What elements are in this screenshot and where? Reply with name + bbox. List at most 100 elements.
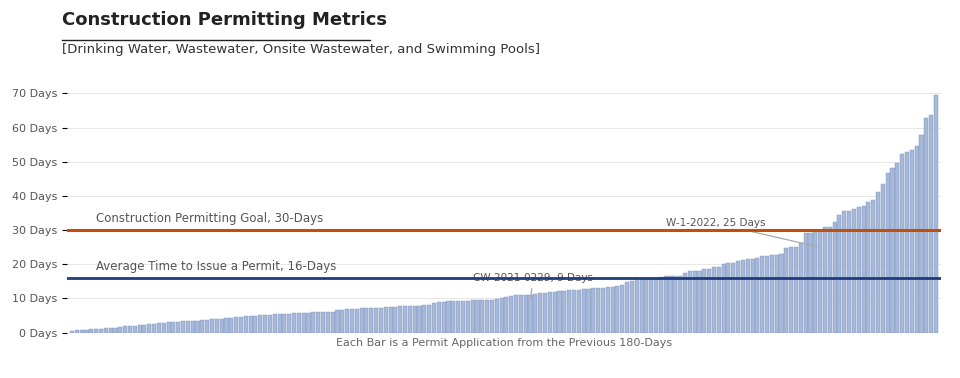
Bar (446, 302, 450, 333)
Bar (123, 327, 127, 333)
X-axis label: Each Bar is a Permit Application from the Previous 180-Days: Each Bar is a Permit Application from th… (336, 338, 672, 348)
Bar (886, 173, 890, 333)
Bar (856, 207, 861, 333)
Bar (355, 309, 359, 333)
Text: Construction Permitting Goal, 30-Days: Construction Permitting Goal, 30-Days (96, 212, 324, 225)
Bar (929, 115, 933, 333)
Bar (461, 301, 465, 333)
Bar (804, 233, 807, 333)
Bar (553, 292, 557, 333)
Bar (523, 295, 528, 333)
Bar (615, 286, 619, 333)
Bar (201, 320, 204, 333)
Bar (751, 259, 755, 333)
Bar (871, 200, 876, 333)
Bar (881, 184, 885, 333)
Bar (789, 247, 793, 333)
Bar (292, 313, 296, 333)
Bar (253, 316, 257, 333)
Bar (413, 305, 417, 333)
Bar (692, 271, 697, 333)
Bar (876, 192, 880, 333)
Bar (80, 330, 84, 333)
Bar (678, 276, 683, 333)
Bar (297, 313, 300, 333)
Bar (808, 233, 812, 333)
Bar (756, 258, 759, 333)
Bar (398, 307, 402, 333)
Bar (147, 324, 152, 333)
Bar (813, 231, 817, 333)
Bar (644, 278, 648, 333)
Bar (176, 322, 180, 333)
Bar (765, 256, 769, 333)
Bar (480, 301, 485, 333)
Bar (775, 254, 779, 333)
Text: [Drinking Water, Wastewater, Onsite Wastewater, and Swimming Pools]: [Drinking Water, Wastewater, Onsite Wast… (62, 43, 540, 56)
Bar (760, 256, 764, 333)
Bar (499, 297, 504, 333)
Bar (432, 303, 436, 333)
Bar (799, 243, 803, 333)
Bar (451, 301, 455, 333)
Bar (708, 269, 711, 333)
Bar (325, 312, 330, 333)
Bar (727, 263, 731, 333)
Bar (340, 310, 345, 333)
Bar (374, 308, 378, 333)
Bar (389, 307, 393, 333)
Bar (828, 227, 832, 333)
Bar (905, 152, 909, 333)
Text: W-1-2022, 25 Days: W-1-2022, 25 Days (665, 218, 817, 246)
Bar (736, 261, 740, 333)
Bar (215, 319, 219, 333)
Bar (161, 323, 166, 333)
Bar (485, 300, 490, 333)
Bar (335, 310, 340, 333)
Bar (934, 95, 938, 333)
Bar (539, 293, 542, 333)
Bar (142, 325, 147, 333)
Bar (268, 314, 272, 333)
Bar (732, 263, 735, 333)
Bar (596, 288, 600, 333)
Bar (287, 313, 291, 333)
Bar (475, 301, 479, 333)
Bar (910, 150, 914, 333)
Bar (220, 319, 224, 333)
Bar (456, 301, 460, 333)
Bar (301, 313, 305, 333)
Bar (630, 281, 634, 333)
Bar (649, 278, 653, 333)
Bar (384, 307, 388, 333)
Bar (75, 330, 79, 333)
Bar (205, 320, 209, 333)
Bar (847, 211, 852, 333)
Bar (118, 327, 122, 333)
Bar (394, 307, 397, 333)
Bar (152, 324, 156, 333)
Text: Construction Permitting Metrics: Construction Permitting Metrics (62, 11, 388, 29)
Bar (94, 329, 98, 333)
Bar (818, 231, 822, 333)
Bar (668, 276, 673, 333)
Bar (852, 209, 856, 333)
Bar (683, 273, 687, 333)
Bar (128, 326, 132, 333)
Bar (437, 302, 441, 333)
Bar (900, 154, 904, 333)
Bar (591, 288, 595, 333)
Bar (924, 118, 928, 333)
Bar (741, 260, 745, 333)
Bar (861, 206, 866, 333)
Bar (345, 310, 349, 333)
Bar (567, 290, 571, 333)
Text: Average Time to Issue a Permit, 16-Days: Average Time to Issue a Permit, 16-Days (96, 260, 337, 273)
Bar (587, 289, 590, 333)
Bar (379, 308, 383, 333)
Bar (509, 296, 514, 333)
Bar (89, 329, 93, 333)
Bar (191, 321, 195, 333)
Bar (518, 295, 523, 333)
Bar (780, 254, 783, 333)
